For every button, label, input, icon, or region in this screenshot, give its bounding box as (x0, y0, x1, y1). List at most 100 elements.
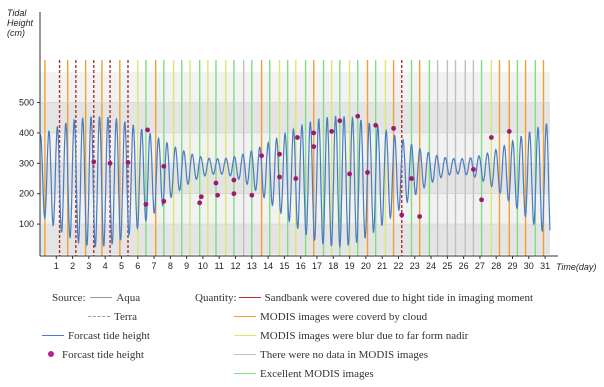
x-tick-label: 30 (524, 261, 534, 271)
legend-source: Source: Aqua (52, 292, 140, 305)
x-tick-label: 7 (152, 261, 157, 271)
forecast-point (373, 122, 379, 128)
x-tick-label: 6 (135, 261, 140, 271)
x-tick-label: 19 (345, 261, 355, 271)
legend-excellent-label: Excellent MODIS images (260, 368, 374, 380)
legend-forecast-line: Forcast tide height (40, 330, 150, 343)
legend-nodata-label: There were no data in MODIS images (260, 349, 429, 361)
forecast-point (506, 129, 512, 134)
x-tick-label: 17 (312, 261, 322, 271)
x-tick-label: 14 (263, 261, 273, 271)
x-tick-label: 11 (215, 261, 224, 271)
forecast-point (311, 144, 317, 150)
x-tick-label: 4 (103, 261, 108, 271)
y-axis-title-line-1: Tidal (7, 8, 27, 18)
forecast-point (417, 214, 423, 219)
forecast-point (337, 118, 343, 124)
y-tick-label: 400 (19, 128, 34, 138)
x-tick-label: 27 (475, 261, 485, 271)
legend-cloud-swatch (234, 315, 256, 317)
forecast-point (347, 171, 352, 177)
forecast-point (125, 160, 131, 165)
x-tick-label: 25 (442, 261, 452, 271)
legend-blur-label: MODIS images were blur due to far form n… (260, 330, 469, 342)
forecast-point (213, 180, 219, 186)
x-tick-label: 15 (279, 261, 289, 271)
horizontal-gridlines (40, 102, 550, 225)
legend-terra-label: Terra (114, 311, 138, 323)
legend-aqua-label: Aqua (116, 292, 141, 304)
y-tick-label: 500 (19, 98, 34, 108)
forecast-point (161, 198, 167, 204)
y-tick-labels: 100 200 300 400 500 (19, 98, 40, 229)
x-tick-label: 12 (231, 261, 241, 271)
forecast-point (231, 177, 237, 183)
x-tick-label: 23 (410, 261, 420, 271)
forecast-point (295, 135, 300, 140)
x-tick-label: 1 (54, 261, 59, 271)
legend-forecast-line-label: Forcast tide height (68, 330, 150, 342)
x-tick-label: 28 (491, 261, 501, 271)
x-tick-label: 9 (184, 261, 189, 271)
forecast-point (479, 197, 484, 203)
legend-forecast-line-swatch (42, 334, 64, 336)
legend-cloud-label: MODIS images were coverd by cloud (260, 311, 428, 323)
x-tick-label: 3 (86, 261, 91, 271)
legend-sandbank-swatch (238, 296, 261, 298)
y-tick-label: 200 (19, 189, 34, 199)
legend-excellent: Excellent MODIS images (232, 368, 374, 381)
forecast-point (311, 130, 317, 136)
forecast-point (365, 170, 370, 175)
legend-nodata-swatch (234, 353, 256, 355)
forecast-point (197, 200, 203, 206)
forecast-point (215, 192, 221, 198)
legend-terra: Terra (86, 311, 137, 324)
x-tick-label: 24 (426, 261, 436, 271)
forecast-point (471, 166, 476, 172)
legend-blur-swatch (234, 334, 256, 336)
y-axis-title-line-2: Height (7, 18, 34, 28)
forecast-point (391, 125, 396, 131)
forecast-point (329, 129, 335, 134)
y-tick-label: 300 (19, 158, 34, 168)
forecast-point (277, 151, 282, 157)
legend-blur: MODIS images were blur due to far form n… (232, 330, 468, 343)
forecast-point (145, 127, 150, 133)
x-tick-label: 2 (70, 261, 75, 271)
legend-nodata: There were no data in MODIS images (232, 349, 428, 362)
forecast-point (488, 135, 494, 140)
legend-forecast-point-swatch (48, 351, 54, 358)
y-axis-title-line-3: (cm) (7, 28, 25, 38)
legend-forecast-point-label: Forcast tide height (62, 349, 144, 361)
x-tick-label: 31 (540, 261, 550, 271)
y-tick-label: 100 (19, 219, 34, 229)
x-tick-labels: 1 2 3 4 5 6 7 8 9 10 11 12 13 14 15 16 17 18 19 20 21 22 23 24 2… (54, 256, 550, 271)
legend-quantity-label: Quantity: (195, 292, 237, 304)
forecast-tide-points (91, 113, 512, 219)
forecast-point (231, 191, 237, 197)
x-tick-label: 13 (247, 261, 257, 271)
legend-aqua-swatch (90, 296, 113, 298)
forecast-point (293, 176, 299, 181)
forecast-point (107, 160, 113, 166)
x-axis-title: Time(day) (556, 262, 596, 272)
x-tick-label: 10 (198, 261, 208, 271)
legend-sandbank-label: Sandbank were covered due to hight tide … (264, 292, 534, 304)
legend-forecast-points: Forcast tide height (40, 349, 144, 362)
forecast-point (409, 176, 414, 181)
x-tick-label: 21 (377, 261, 387, 271)
x-tick-label: 22 (393, 261, 403, 271)
forecast-point (198, 194, 204, 200)
forecast-point (399, 212, 405, 218)
legend-excellent-swatch (234, 372, 256, 374)
legend-source-label: Source: (52, 292, 86, 304)
x-tick-label: 8 (168, 261, 173, 271)
x-tick-label: 29 (508, 261, 518, 271)
x-tick-label: 26 (459, 261, 469, 271)
legend-cloud: MODIS images were coverd by cloud (232, 311, 427, 324)
x-tick-label: 20 (361, 261, 371, 271)
axes (39, 12, 558, 257)
forecast-point (249, 192, 255, 198)
forecast-point (277, 174, 282, 180)
